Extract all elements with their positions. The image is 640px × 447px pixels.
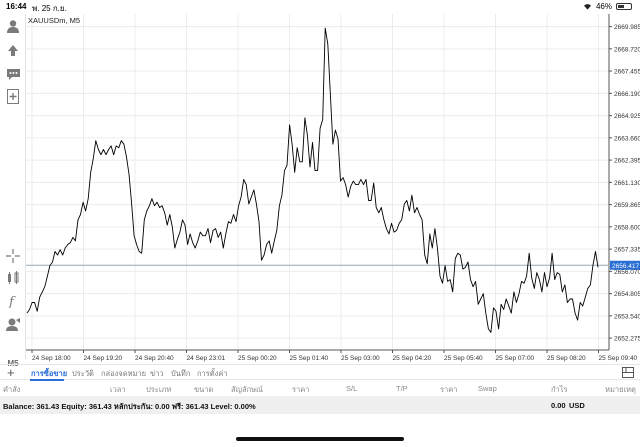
price-tick-label: 2669.985 <box>614 24 640 31</box>
time-tick-label: 24 Sep 18:00 <box>32 355 71 362</box>
time-tick-label: 24 Sep 19:20 <box>84 355 123 362</box>
time-tick-label: 25 Sep 01:40 <box>290 355 329 362</box>
tab-settings[interactable]: การตั้งค่า <box>197 369 228 378</box>
price-tick-label: 2657.335 <box>614 247 640 254</box>
crosshair-icon[interactable] <box>5 248 21 264</box>
price-tick-label: 2659.865 <box>614 202 640 209</box>
battery-percent: 46% <box>595 2 612 11</box>
battery-icon <box>616 3 632 10</box>
time-tick-label: 24 Sep 23:01 <box>187 355 226 362</box>
time-tick-label: 24 Sep 20:40 <box>135 355 174 362</box>
terminal-tabs: + การซื้อขาย ประวัติ กล่องจดหมาย ข่าว บั… <box>0 364 640 381</box>
chart-canvas[interactable]: 2669.985 2668.720 2667.455 2666.190 2664.925… <box>26 14 640 364</box>
time-tick-label: 25 Sep 07:00 <box>496 355 535 362</box>
total-profit: 0.00 <box>551 401 566 410</box>
chat-icon[interactable] <box>5 66 21 82</box>
price-tick-label: 2664.925 <box>614 113 640 120</box>
tab-news[interactable]: ข่าว <box>150 369 164 378</box>
col-current-price: ราคา <box>440 385 458 394</box>
chart-title: XAUUSDm, M5 <box>28 16 80 25</box>
price-tick-label: 2667.455 <box>614 69 640 76</box>
price-tick-label: 2656.070 <box>614 269 640 276</box>
col-swap: Swap <box>478 384 497 393</box>
status-date: พ. 25 ก.ย. <box>32 4 67 13</box>
account-currency: USD <box>569 401 585 410</box>
current-price-badge <box>610 260 640 270</box>
balance-bar: Balance: 361.43 Equity: 361.43 หลักประกั… <box>0 396 640 414</box>
col-time: เวลา <box>110 385 126 394</box>
price-chart[interactable]: 2669.985 2668.720 2667.455 2666.190 2664.925… <box>26 14 640 364</box>
time-tick-label: 25 Sep 08:20 <box>547 355 586 362</box>
col-size: ขนาด <box>194 385 214 394</box>
time-tick-label: 25 Sep 00:20 <box>238 355 277 362</box>
tab-history[interactable]: ประวัติ <box>72 369 94 378</box>
svg-text:f: f <box>8 295 16 308</box>
price-tick-label: 2661.130 <box>614 180 640 187</box>
status-bar: 16:44 พ. 25 ก.ย. 46% <box>0 0 640 14</box>
price-tick-label: 2663.660 <box>614 135 640 142</box>
col-comment: หมายเหตุ <box>605 385 636 394</box>
tab-mailbox[interactable]: กล่องจดหมาย <box>101 369 147 378</box>
col-sl: S/L <box>346 384 358 393</box>
price-tick-label: 2653.540 <box>614 313 640 320</box>
time-tick-label: 25 Sep 03:00 <box>341 355 380 362</box>
objects-icon[interactable] <box>5 316 21 332</box>
new-order-icon[interactable]: + <box>7 365 15 380</box>
price-tick-label: 2652.275 <box>614 336 640 343</box>
col-tp: T/P <box>396 384 408 393</box>
price-tick-label: 2654.805 <box>614 291 640 298</box>
left-toolbar: f M5 <box>0 14 26 368</box>
price-tick-label: 2668.720 <box>614 46 640 53</box>
time-tick-label: 25 Sep 09:40 <box>599 355 638 362</box>
add-object-icon[interactable] <box>5 88 21 104</box>
current-price-label: 2656.417 <box>612 263 639 270</box>
col-symbol: สัญลักษณ์ <box>231 385 264 394</box>
tab-journal[interactable]: บันทึก <box>171 369 191 378</box>
time-tick-label: 25 Sep 04:20 <box>393 355 432 362</box>
status-indicators: 46% <box>583 2 632 11</box>
balance-summary: Balance: 361.43 Equity: 361.43 หลักประกั… <box>3 402 256 411</box>
trade-arrows-icon[interactable] <box>5 42 21 58</box>
col-price: ราคา <box>292 385 310 394</box>
orders-table-header: คำสั่ง เวลา ประเภท ขนาด สัญลักษณ์ ราคา S… <box>0 380 640 396</box>
indicators-icon[interactable] <box>5 270 21 286</box>
function-icon[interactable]: f <box>5 293 21 309</box>
active-tab-underline <box>30 379 64 381</box>
status-time: 16:44 <box>6 2 27 11</box>
account-icon[interactable] <box>5 18 21 34</box>
tab-trade[interactable]: การซื้อขาย <box>31 369 68 378</box>
home-indicator <box>236 437 404 441</box>
wifi-icon <box>583 4 591 10</box>
time-tick-label: 25 Sep 05:40 <box>444 355 483 362</box>
price-tick-label: 2662.395 <box>614 158 640 165</box>
price-tick-label: 2666.190 <box>614 91 640 98</box>
panel-layout-icon[interactable] <box>622 367 634 378</box>
price-tick-label: 2658.600 <box>614 224 640 231</box>
col-order: คำสั่ง <box>3 385 21 394</box>
price-series-line <box>26 27 599 333</box>
timeframe-button[interactable]: M5 <box>7 359 19 368</box>
col-type: ประเภท <box>146 385 172 394</box>
col-profit: กำไร <box>551 385 568 394</box>
